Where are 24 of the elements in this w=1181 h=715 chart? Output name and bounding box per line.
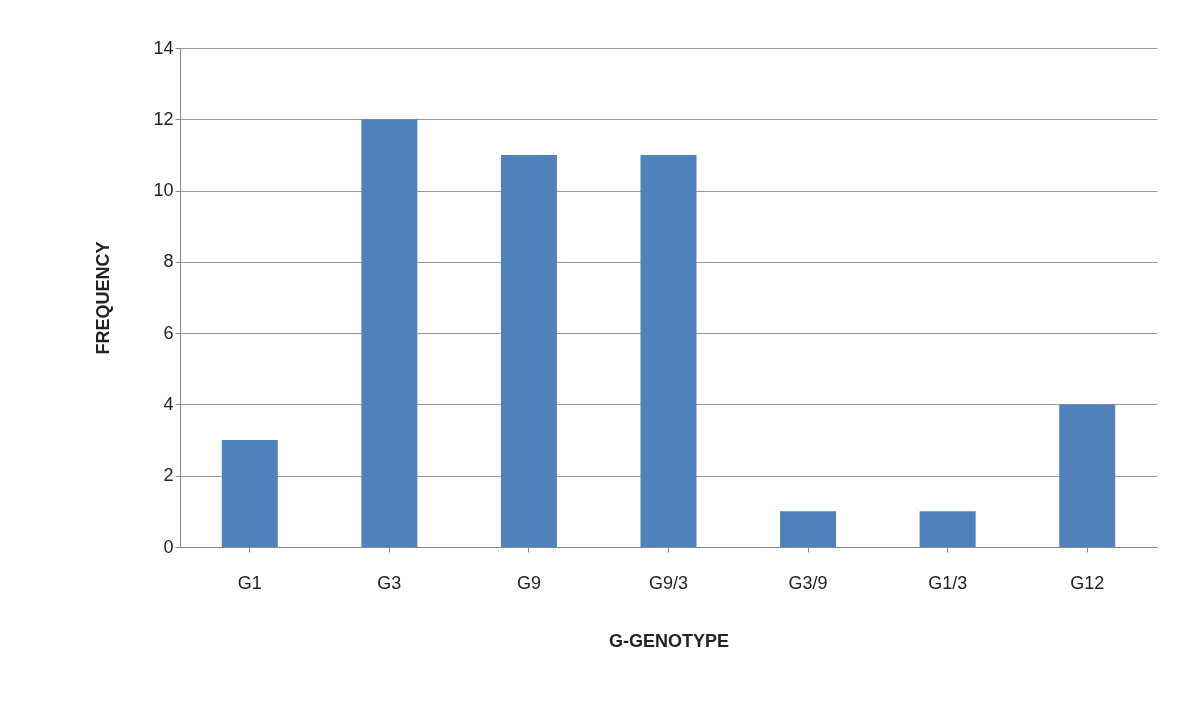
y-axis-title: FREQUENCY — [93, 241, 114, 355]
x-axis-title: G-GENOTYPE — [608, 630, 730, 651]
x-tick-label: G3 — [377, 572, 402, 593]
x-tick-label: G3/9 — [788, 572, 828, 593]
y-tick-label: 2 — [163, 465, 174, 486]
y-tick-label: 14 — [153, 37, 174, 58]
bar — [780, 511, 837, 547]
x-tick-label: G12 — [1070, 572, 1105, 593]
bar — [361, 119, 418, 547]
y-tick-label: 0 — [163, 536, 174, 557]
y-tick-label: 10 — [153, 180, 174, 201]
x-tick-label: G1/3 — [928, 572, 968, 593]
bar — [500, 154, 557, 547]
bar — [221, 440, 278, 547]
x-tick-label: G9 — [516, 572, 541, 593]
y-tick-label: 4 — [163, 393, 174, 414]
x-tick-label: G9/3 — [648, 572, 689, 593]
y-tick-label: 12 — [153, 108, 174, 129]
bar — [1059, 404, 1116, 547]
x-tick-label: G1 — [237, 572, 262, 593]
y-tick-label: 8 — [163, 251, 174, 272]
y-tick-label: 6 — [163, 322, 174, 343]
bar — [919, 511, 976, 547]
bar — [640, 154, 697, 547]
